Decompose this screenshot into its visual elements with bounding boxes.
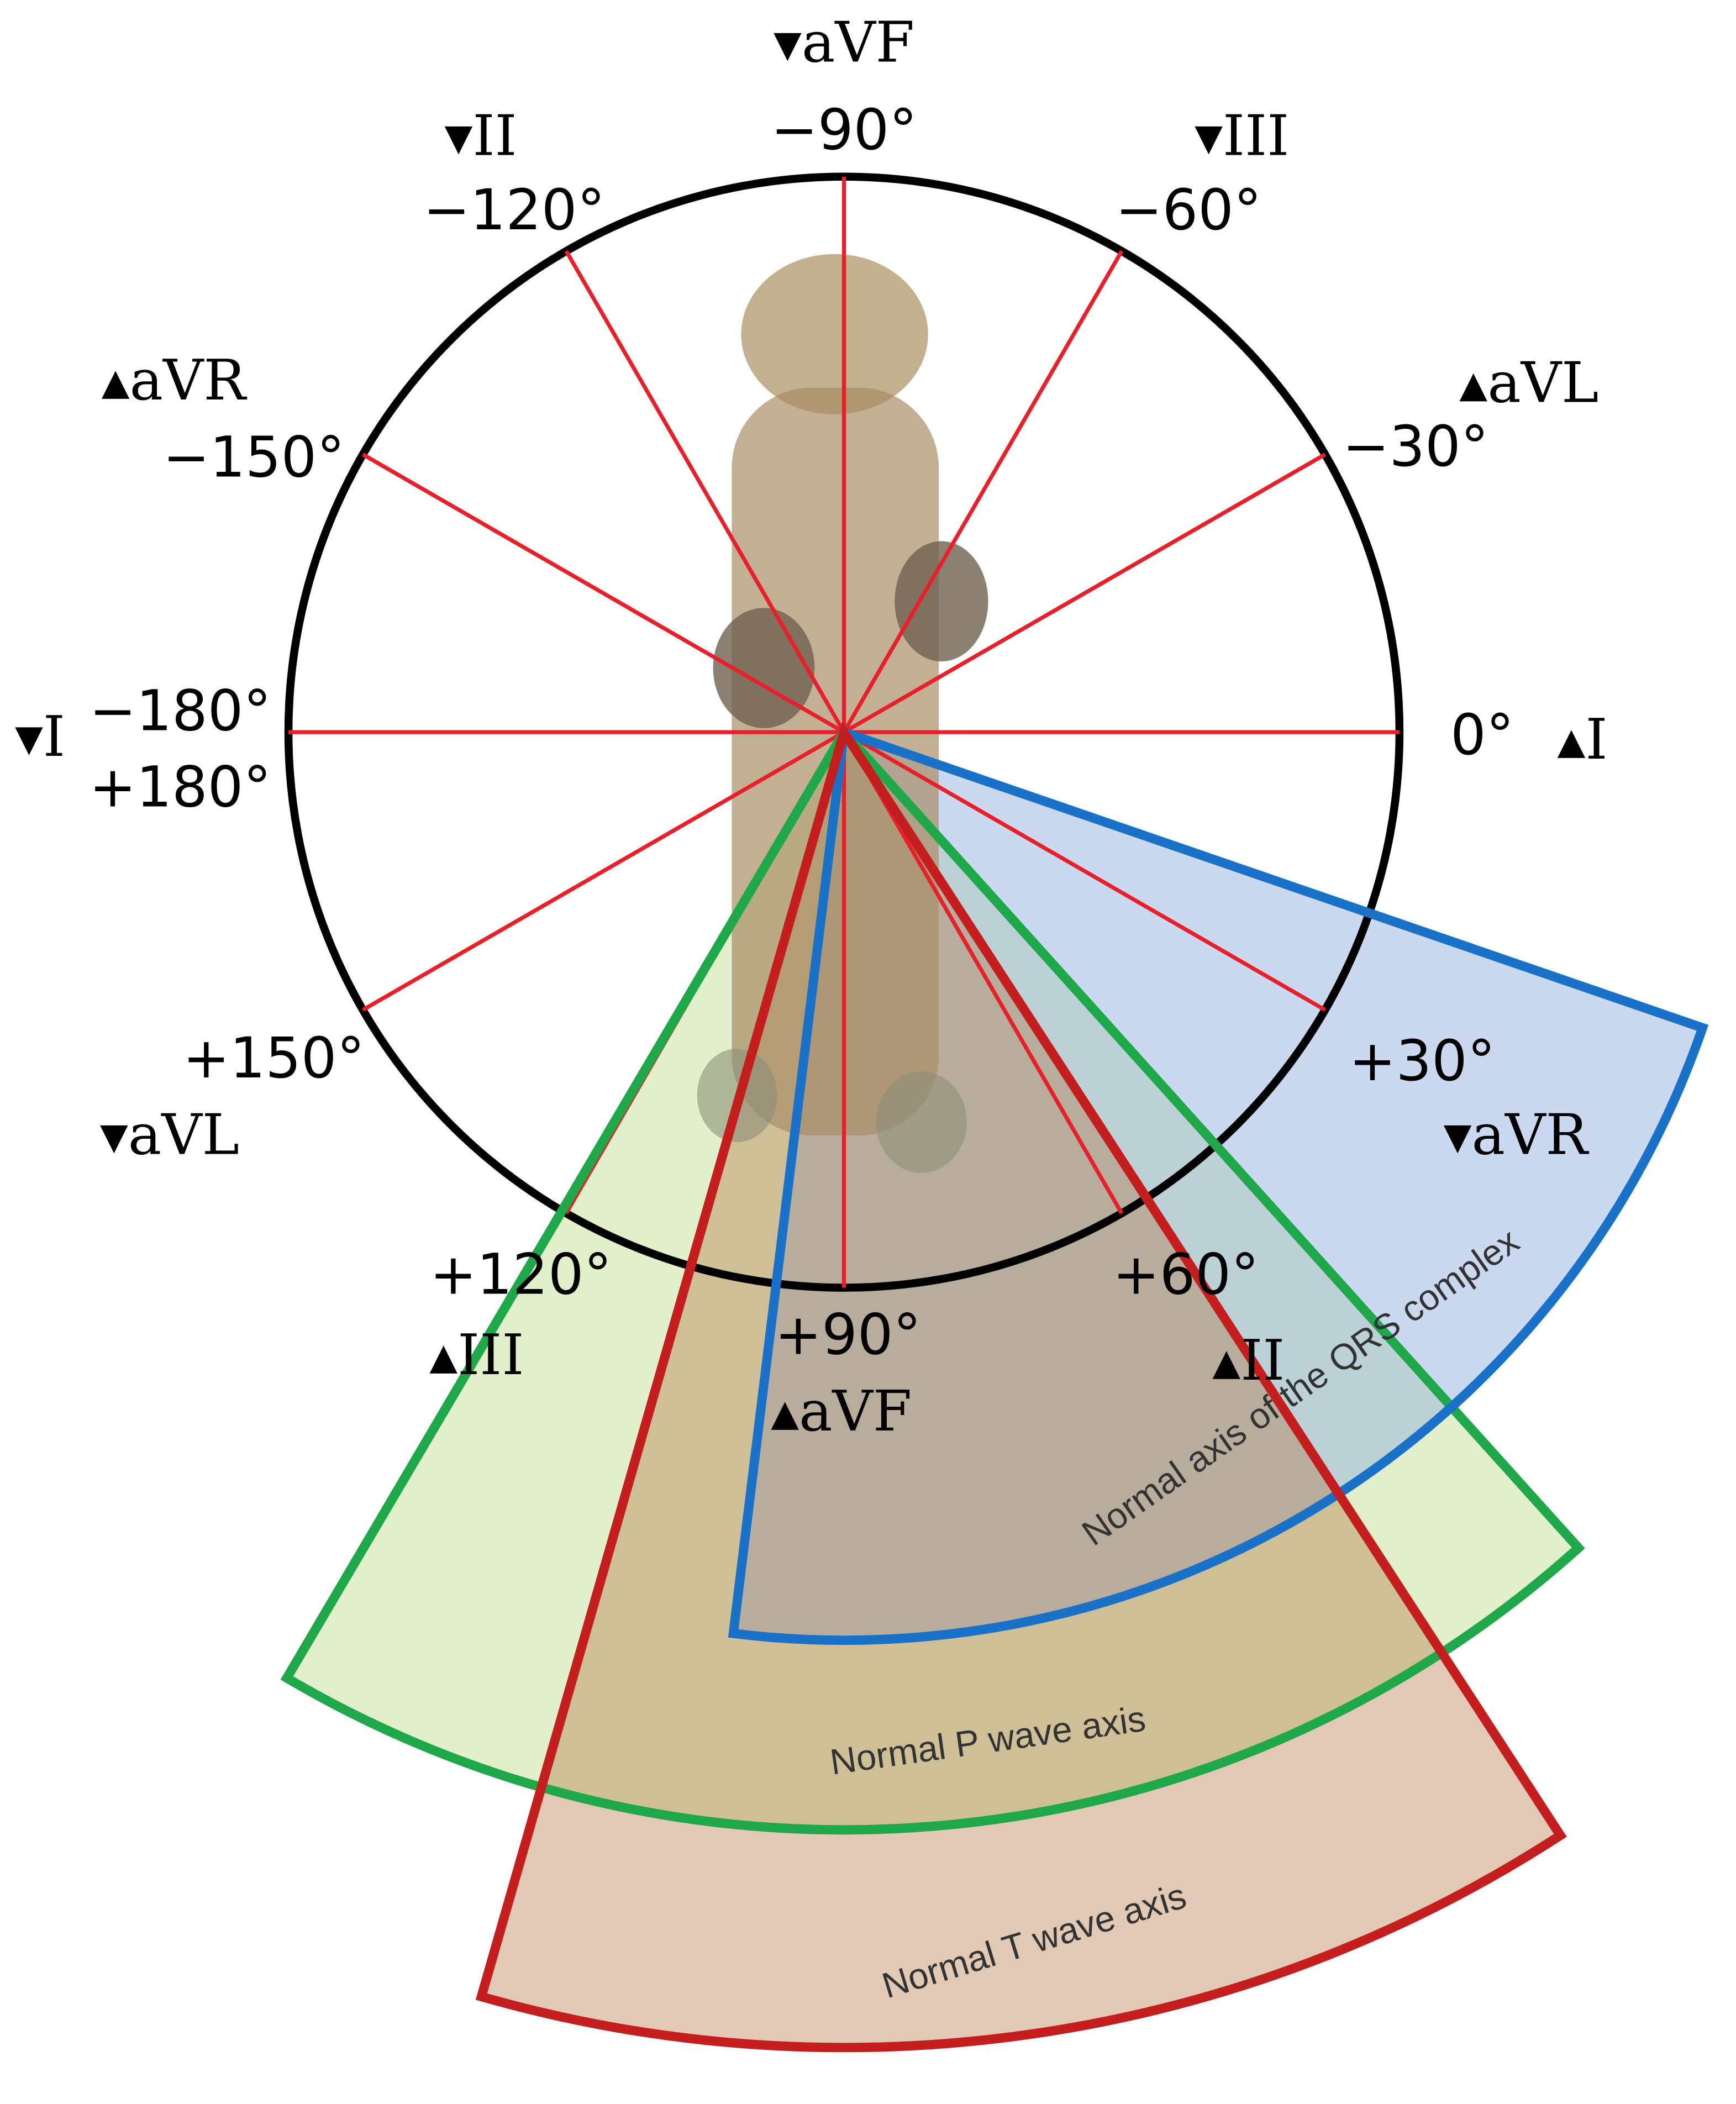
angle-label: +60° [1113, 1242, 1259, 1307]
angle-label: −30° [1342, 414, 1488, 479]
lead-lines [288, 176, 1400, 1288]
angle-label: −150° [162, 424, 345, 490]
angle-label: +180° [90, 754, 272, 819]
lead-line [842, 250, 1124, 733]
lead-label: ▾aVF [774, 9, 914, 75]
sector-outline [475, 720, 1567, 2053]
lead-line [564, 250, 846, 733]
angle-label: −60° [1116, 177, 1262, 243]
angle-label: +90° [775, 1302, 921, 1367]
lead-label: ▴III [429, 1322, 524, 1387]
sector-outline [280, 724, 1585, 1835]
angle-label: +120° [430, 1242, 612, 1307]
lead-label: ▴aVF [771, 1379, 912, 1444]
lead-label: ▾aVL [100, 1102, 239, 1167]
lead-label: ▴I [1558, 707, 1608, 772]
angle-label: −180° [90, 678, 272, 744]
lead-label: ▴II [1212, 1328, 1285, 1393]
sector-outline [728, 725, 1709, 1645]
lead-label: ▾II [445, 103, 517, 169]
lead-label: ▾III [1195, 103, 1289, 169]
lead-label: ▴aVR [102, 348, 248, 413]
lead-line [843, 453, 1327, 734]
lead-label: ▾aVR [1444, 1102, 1590, 1167]
angle-label: +30° [1349, 1028, 1496, 1093]
lead-line [843, 730, 1327, 1012]
lead-line [361, 453, 845, 734]
angle-label: −120° [423, 177, 606, 243]
angle-label: +150° [183, 1025, 365, 1091]
sector-outlines [280, 720, 1709, 2053]
lead-line [361, 730, 845, 1012]
lead-line [842, 731, 1124, 1214]
lead-label: ▾I [15, 704, 65, 769]
angle-label: 0° [1450, 702, 1514, 767]
lead-label: ▴aVL [1459, 350, 1598, 415]
angle-label: −90° [771, 97, 917, 162]
